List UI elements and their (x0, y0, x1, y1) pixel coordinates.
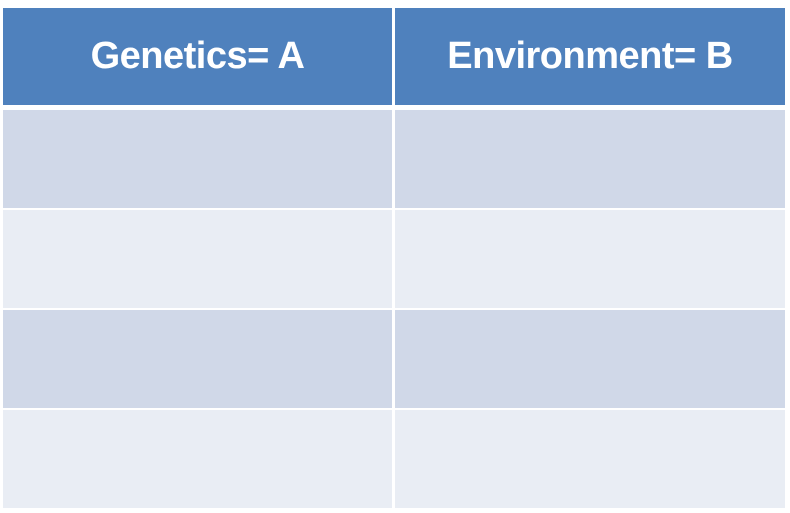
table-cell (3, 110, 392, 208)
table-cell (3, 210, 392, 308)
table-cell (395, 310, 785, 408)
table-cell (395, 210, 785, 308)
table-cell (395, 110, 785, 208)
table-cell (3, 410, 392, 508)
header-cell: Environment= B (395, 8, 785, 105)
table-cell (395, 410, 785, 508)
header-cell: Genetics= A (3, 8, 392, 105)
table-cell (3, 310, 392, 408)
